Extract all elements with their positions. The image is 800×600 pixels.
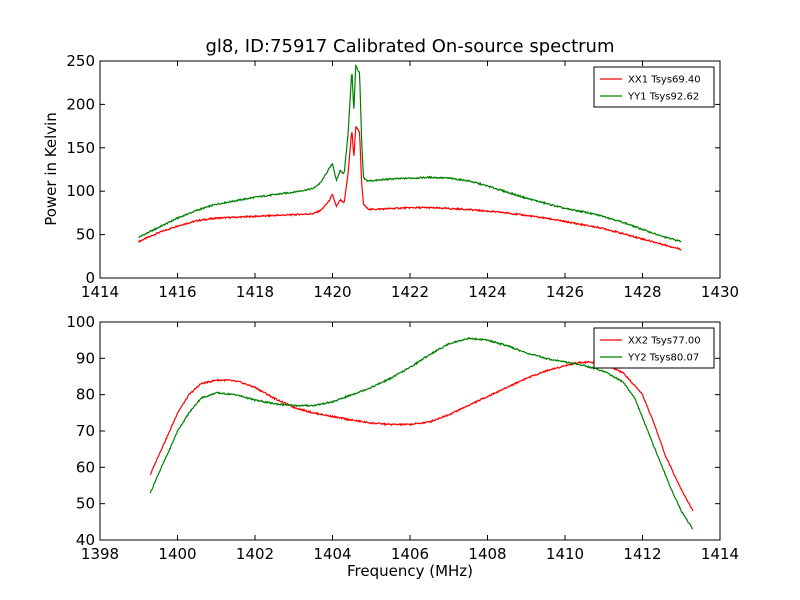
- legend-entry: XX1 Tsys69.40: [628, 75, 701, 86]
- top-panel: 1414 1416 1418 1420 1422 1424 1426 1428 1430 0 50 1…: [66, 52, 739, 301]
- legend-entry: YY2 Tsys80.07: [627, 353, 699, 364]
- series-line-1: [149, 360, 694, 512]
- x-tick-label: 1430: [701, 283, 739, 301]
- y-tick-label: 150: [66, 139, 95, 157]
- x-tick-label: 1406: [391, 545, 429, 563]
- y-tick-label: 50: [76, 226, 95, 244]
- chart-title: gl8, ID:75917 Calibrated On-source spect…: [205, 36, 614, 57]
- legend-entry: XX2 Tsys77.00: [628, 336, 701, 347]
- y-tick-label: 50: [76, 495, 95, 513]
- y-tick-label: 70: [76, 422, 95, 440]
- y-tick-label: 100: [66, 182, 95, 200]
- y-tick-label: 80: [76, 386, 95, 404]
- bottom-panel: 1398 1400 1402 1404 1406 1408 1410 1412 1414 40 50…: [66, 313, 739, 563]
- x-tick-label: 1414: [81, 283, 119, 301]
- series-line-2: [138, 64, 682, 243]
- x-tick-label: 1420: [313, 283, 351, 301]
- x-tick-label: 1410: [546, 545, 584, 563]
- x-tick-label: 1412: [623, 545, 661, 563]
- x-tick-label: 1404: [313, 545, 351, 563]
- x-tick-label: 1414: [701, 545, 739, 563]
- x-tick-label: 1422: [391, 283, 429, 301]
- y-tick-label: 250: [66, 52, 95, 70]
- legend: XX2 Tsys77.00 YY2 Tsys80.07: [593, 327, 715, 369]
- y-tick-label: 40: [76, 531, 95, 549]
- x-tick-label: 1398: [81, 545, 119, 563]
- x-axis-label: Frequency (MHz): [347, 562, 473, 580]
- series-line-2: [149, 336, 694, 530]
- legend-box: [593, 66, 715, 108]
- x-tick-label: 1400: [158, 545, 196, 563]
- x-tick-label: 1418: [236, 283, 274, 301]
- x-tick-label: 1426: [546, 283, 584, 301]
- y-tick-label: 90: [76, 349, 95, 367]
- y-tick-label: 100: [66, 313, 95, 331]
- y-tick-label: 60: [76, 458, 95, 476]
- legend-box: [593, 327, 715, 369]
- x-tick-label: 1428: [623, 283, 661, 301]
- x-tick-label: 1416: [158, 283, 196, 301]
- x-tick-label: 1402: [236, 545, 274, 563]
- x-tick-label: 1408: [468, 545, 506, 563]
- series-line-1: [138, 126, 682, 251]
- y-axis-label: Power in Kelvin: [42, 112, 60, 226]
- x-tick-label: 1424: [468, 283, 506, 301]
- y-tick-label: 200: [66, 95, 95, 113]
- y-tick-label: 0: [85, 269, 95, 287]
- legend: XX1 Tsys69.40 YY1 Tsys92.62: [593, 66, 715, 108]
- legend-entry: YY1 Tsys92.62: [627, 92, 699, 103]
